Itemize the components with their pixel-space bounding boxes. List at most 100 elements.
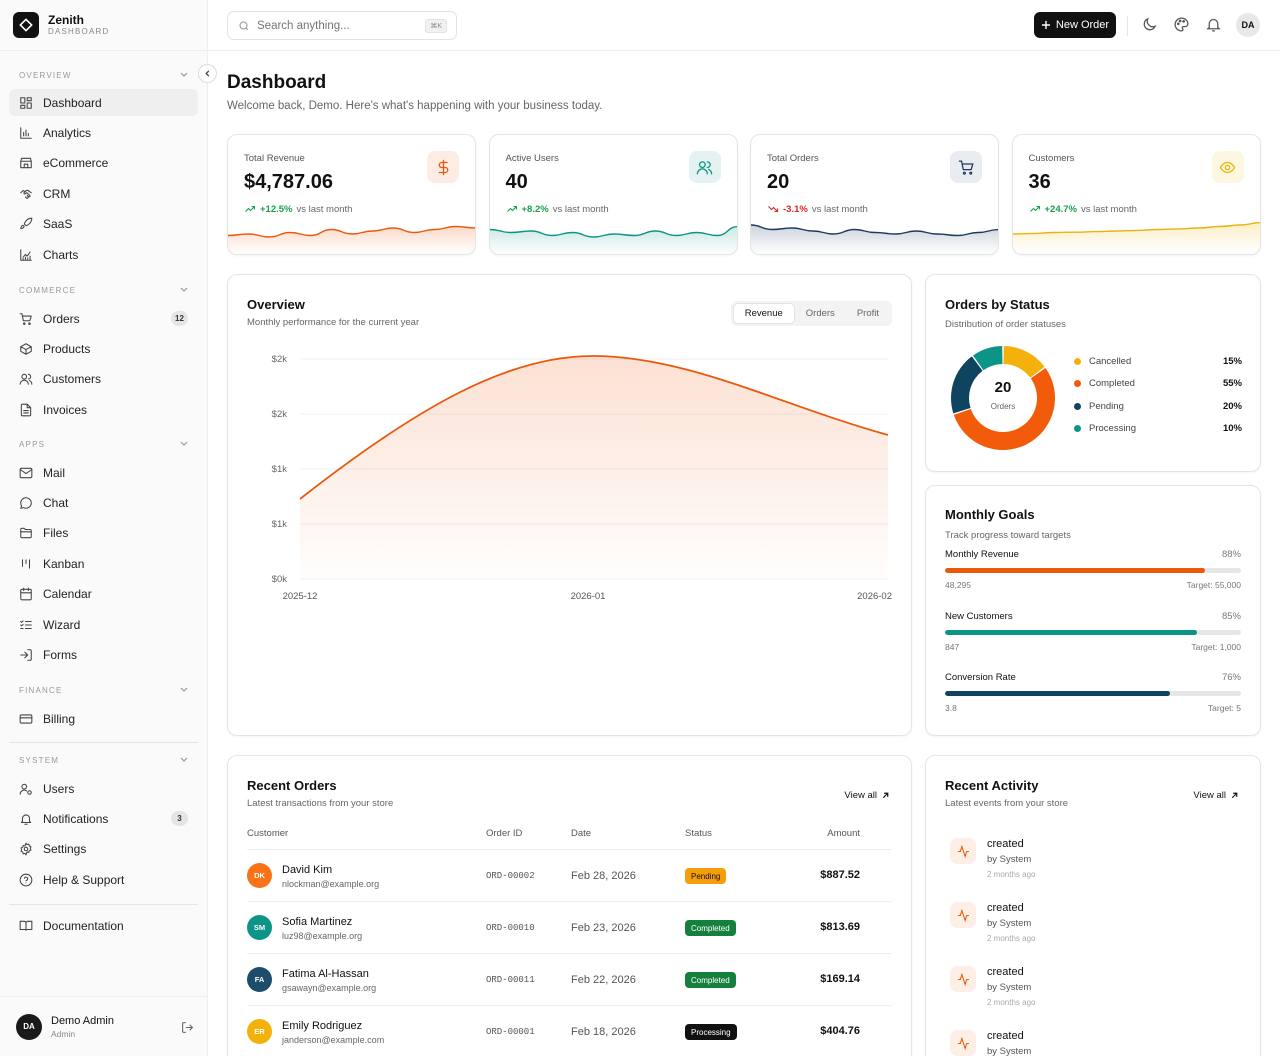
search-box[interactable]: ⌘K: [227, 11, 457, 40]
tab-revenue[interactable]: Revenue: [732, 303, 795, 324]
sidebar-item-billing[interactable]: Billing: [9, 705, 198, 732]
progress-track: [945, 629, 1241, 635]
donut-slice-completed[interactable]: [953, 368, 1055, 450]
bell-icon[interactable]: [1205, 16, 1222, 33]
sidebar-item-forms[interactable]: Forms: [9, 641, 198, 668]
donut-slice-pending[interactable]: [951, 356, 983, 414]
sidebar-item-mail[interactable]: Mail: [9, 459, 198, 486]
list-check-icon: [20, 619, 32, 629]
view-all-orders-link[interactable]: View all: [844, 790, 890, 801]
divider: [9, 742, 198, 743]
order-amount: $404.76: [820, 1025, 860, 1037]
sidebar-item-products[interactable]: Products: [9, 335, 198, 362]
stat-label: Customers: [1028, 153, 1075, 164]
search-input[interactable]: [257, 19, 417, 32]
progress-track: [945, 691, 1241, 696]
donut-slice-processing[interactable]: [973, 346, 1003, 371]
calendar-icon: [20, 587, 32, 601]
user-profile[interactable]: DA Demo Admin Admin: [0, 996, 208, 1056]
section-system[interactable]: SYSTEM: [19, 756, 189, 765]
sidebar-item-label: Kanban: [43, 556, 85, 571]
legend-percent: 10%: [1222, 422, 1242, 434]
file-icon: [20, 403, 32, 417]
column-header: Date: [571, 828, 592, 839]
sidebar-item-analytics[interactable]: Analytics: [9, 119, 198, 146]
card-title: Monthly Goals: [945, 507, 1035, 522]
legend-percent: 55%: [1222, 378, 1242, 390]
store-icon: [20, 158, 32, 169]
column-header: Order ID: [486, 828, 523, 839]
sidebar-item-label: Files: [43, 526, 69, 541]
order-id: ORD-00001: [486, 1027, 535, 1037]
sidebar-item-chat[interactable]: Chat: [9, 489, 198, 516]
chevron-down-icon: [180, 72, 188, 77]
goal-percent: 88%: [1221, 549, 1241, 560]
section-apps[interactable]: APPS: [19, 440, 189, 449]
sidebar-item-crm[interactable]: CRM: [9, 180, 198, 207]
tab-profit[interactable]: Profit: [856, 308, 879, 319]
stat-trend: +24.7% vs last month: [1029, 203, 1137, 215]
sidebar-item-wizard[interactable]: Wizard: [9, 611, 198, 638]
activity-by: by System: [987, 854, 1032, 865]
overview-card: Overview Monthly performance for the cur…: [227, 274, 912, 736]
status-badge: Processing: [685, 1024, 737, 1040]
goal-new-customers: New Customers 85% 847 Target: 1,000: [945, 611, 1241, 652]
avatar[interactable]: DA: [1236, 13, 1260, 37]
x-tick-label: 2025-12: [283, 591, 318, 602]
palette-icon[interactable]: [1173, 16, 1190, 33]
moon-icon[interactable]: [1141, 16, 1158, 33]
customer-email: luz98@example.org: [282, 931, 363, 941]
sidebar-item-settings[interactable]: Settings: [9, 836, 198, 863]
table-row[interactable]: ER Emily Rodriguez janderson@example.com…: [247, 1005, 892, 1056]
section-overview[interactable]: OVERVIEW: [19, 71, 189, 80]
page-title: Dashboard: [227, 72, 327, 93]
count-badge: 12: [171, 311, 188, 326]
table-row[interactable]: DK David Kim nlockman@example.org ORD-00…: [247, 849, 892, 901]
sidebar-item-invoices[interactable]: Invoices: [9, 396, 198, 423]
sidebar-item-files[interactable]: Files: [9, 520, 198, 547]
legend-item-completed: Completed 55%: [1074, 378, 1242, 389]
bar-chart-icon: [20, 127, 32, 139]
table-row[interactable]: SM Sofia Martinez luz98@example.org ORD-…: [247, 901, 892, 953]
sidebar-item-label: Orders: [43, 311, 80, 326]
brand[interactable]: Zenith DASHBOARD: [0, 0, 207, 51]
avatar: SM: [247, 915, 272, 940]
sidebar-item-charts[interactable]: Charts: [9, 241, 198, 268]
logout-icon[interactable]: [181, 1021, 194, 1034]
donut-slice-cancelled[interactable]: [1003, 346, 1045, 378]
sidebar-item-orders[interactable]: Orders 12: [9, 305, 198, 332]
y-tick-label: $2k: [272, 354, 288, 365]
sidebar-item-customers[interactable]: Customers: [9, 366, 198, 393]
order-id: ORD-00002: [486, 871, 535, 881]
goal-target: Target: 55,000: [1186, 580, 1241, 590]
sidebar-item-help-support[interactable]: Help & Support: [9, 866, 198, 893]
sidebar-item-documentation[interactable]: Documentation: [9, 912, 198, 939]
section-commerce[interactable]: COMMERCE: [19, 286, 189, 295]
view-all-activity-link[interactable]: View all: [1193, 790, 1239, 801]
order-amount: $887.52: [820, 869, 860, 881]
sidebar: Zenith DASHBOARD OVERVIEW Dashboard Analy…: [0, 0, 208, 1056]
section-finance[interactable]: FINANCE: [19, 686, 189, 695]
page-subtitle: Welcome back, Demo. Here's what's happen…: [227, 100, 603, 112]
stat-card-customers: Customers 36 +24.7% vs last month: [1011, 134, 1261, 255]
collapse-sidebar-button[interactable]: [198, 64, 217, 83]
sidebar-item-users[interactable]: Users: [9, 775, 198, 802]
chat-icon: [20, 497, 32, 509]
count-badge: 3: [171, 811, 188, 827]
stat-card-total-revenue: Total Revenue $4,787.06 +12.5% vs last m…: [227, 134, 476, 255]
sidebar-item-kanban[interactable]: Kanban: [9, 550, 198, 577]
trend-value: -3.1%: [783, 203, 808, 215]
goal-current: 847: [945, 641, 960, 652]
new-order-button[interactable]: New Order: [1034, 12, 1116, 38]
table-row[interactable]: FA Fatima Al-Hassan gsawayn@example.org …: [247, 953, 892, 1005]
sidebar-item-saas[interactable]: SaaS: [9, 211, 198, 238]
sidebar-item-notifications[interactable]: Notifications 3: [9, 805, 198, 832]
kanban-icon: [21, 559, 31, 569]
sidebar-item-ecommerce[interactable]: eCommerce: [9, 150, 198, 177]
tab-orders[interactable]: Orders: [805, 308, 835, 319]
sidebar-item-dashboard[interactable]: Dashboard: [9, 89, 198, 116]
sidebar-item-calendar[interactable]: Calendar: [9, 581, 198, 608]
user-name: Demo Admin: [51, 1014, 114, 1027]
activity-time: 2 months ago: [987, 870, 1036, 879]
y-tick-label: $1k: [272, 519, 288, 530]
